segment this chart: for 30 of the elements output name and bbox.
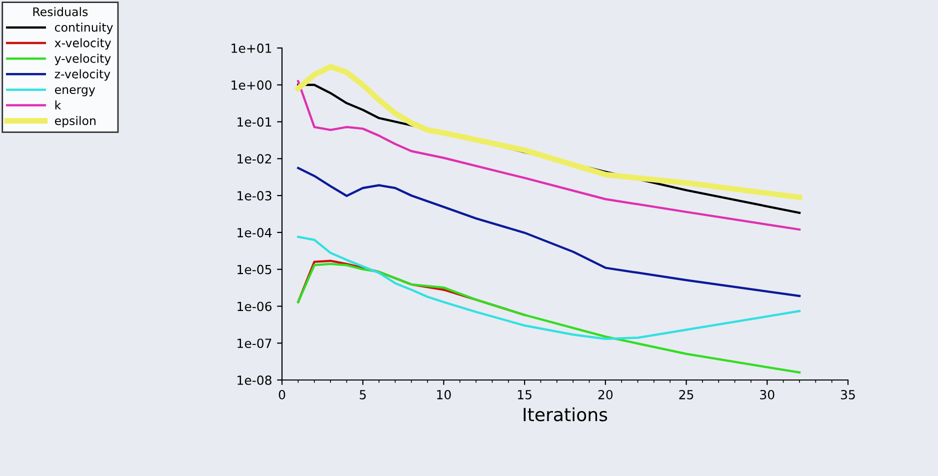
legend-label: x-velocity: [54, 38, 112, 50]
y-tick-label: 1e-02: [238, 154, 272, 164]
legend-label: y-velocity: [54, 54, 111, 66]
legend-label: z-velocity: [54, 69, 110, 81]
y-tick-label: 1e-05: [238, 264, 272, 274]
y-tick-label: 1e+00: [232, 80, 272, 90]
legend-title: Residuals: [33, 7, 88, 16]
y-tick-label: 1e+01: [232, 43, 272, 53]
y-tick-label: 1e-07: [238, 338, 272, 348]
x-tick-label: 35: [841, 390, 855, 400]
x-tick-label: 10: [437, 390, 451, 400]
y-tick-label: 1e-06: [238, 302, 272, 312]
x-axis-title: Iterations: [524, 407, 608, 422]
legend-label: energy: [54, 87, 96, 96]
x-tick-label: 15: [518, 390, 532, 400]
line-series: [297, 166, 801, 298]
legend-label: continuity: [54, 22, 113, 34]
line-series: [297, 262, 801, 374]
legend-label: k: [55, 100, 62, 110]
line-series: [297, 236, 801, 340]
x-tick-label: 20: [598, 390, 613, 400]
x-tick-label: 30: [760, 390, 774, 400]
x-tick-label: 0: [278, 390, 286, 400]
x-tick-label: 5: [360, 390, 366, 400]
y-tick-label: 1e-04: [238, 228, 272, 238]
y-tick-label: 1e-08: [238, 375, 272, 385]
legend-label: epsilon: [54, 116, 96, 128]
x-tick-label: 25: [679, 390, 694, 400]
y-tick-label: 1e-01: [238, 117, 272, 127]
y-tick-label: 1e-03: [238, 191, 272, 200]
